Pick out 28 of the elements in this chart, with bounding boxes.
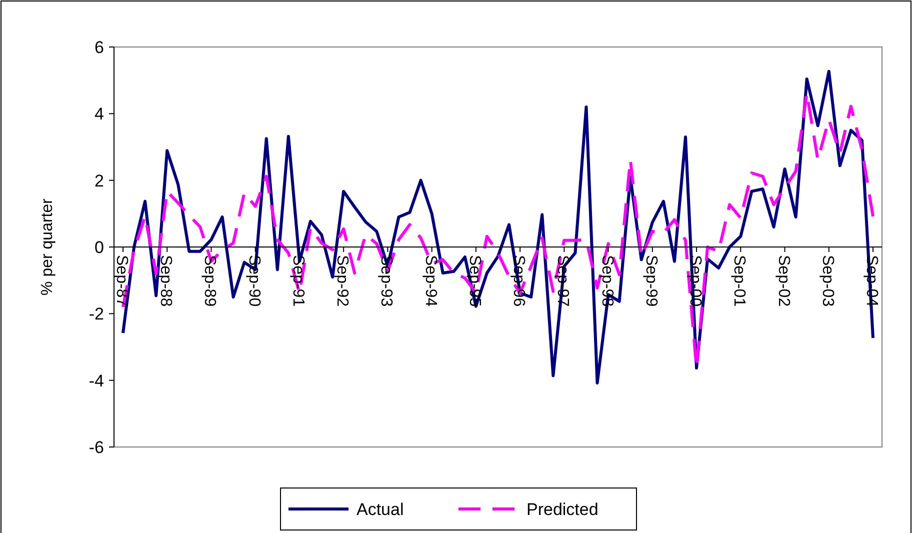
x-tick-label: Sep-92: [334, 255, 351, 307]
legend-label: Actual: [356, 500, 404, 519]
x-tick-label: Sep-01: [730, 255, 748, 307]
x-tick-label: Sep-03: [818, 255, 836, 307]
x-tick-label: Sep-97: [554, 255, 572, 307]
y-tick-label: -4: [88, 371, 104, 390]
x-tick-label: Sep-99: [642, 255, 660, 307]
x-tick-label: Sep-87: [113, 255, 130, 307]
legend-label: Predicted: [526, 500, 598, 519]
x-tick-label: Sep-94: [422, 255, 439, 307]
y-tick-label: -6: [88, 438, 104, 457]
y-axis-title: % per quarter: [39, 198, 56, 296]
x-tick-label: Sep-00: [686, 255, 704, 307]
x-tick-label: Sep-91: [289, 255, 306, 307]
x-tick-label: Sep-04: [863, 255, 880, 307]
x-tick-label: Sep-96: [510, 255, 528, 307]
x-tick-label: Sep-88: [157, 255, 174, 307]
y-tick-label: 0: [94, 238, 104, 257]
x-tick-label: Sep-98: [598, 255, 616, 307]
y-tick-label: -2: [88, 304, 104, 324]
y-tick-label: 6: [94, 38, 104, 57]
x-tick-label: Sep-02: [774, 255, 792, 307]
y-tick-label: 4: [94, 104, 104, 124]
x-tick-label: Sep-93: [378, 255, 395, 307]
y-tick-label: 2: [94, 171, 104, 190]
x-tick-label: Sep-90: [245, 255, 262, 307]
x-tick-label: Sep-89: [201, 255, 218, 307]
x-tick-label: Sep-95: [466, 255, 483, 307]
